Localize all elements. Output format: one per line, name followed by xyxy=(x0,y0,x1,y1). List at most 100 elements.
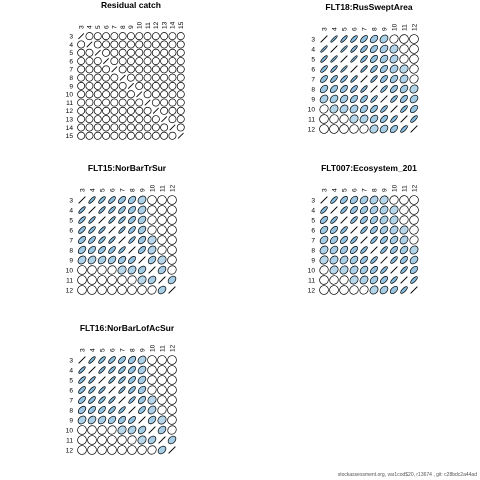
correlation-ellipse xyxy=(157,225,167,235)
correlation-ellipse xyxy=(77,425,87,435)
correlation-ellipse xyxy=(126,57,135,66)
correlation-ellipse xyxy=(85,65,94,74)
correlation-ellipse xyxy=(110,73,119,82)
correlation-ellipse xyxy=(400,95,408,103)
correlation-ellipse xyxy=(340,196,348,204)
diagonal-mark xyxy=(94,49,101,56)
diagonal-mark xyxy=(127,82,135,90)
row-tick-label: 6 xyxy=(69,227,73,234)
correlation-ellipse xyxy=(339,245,349,255)
correlation-ellipse xyxy=(168,131,177,140)
correlation-ellipse xyxy=(93,73,102,82)
correlation-ellipse xyxy=(319,114,329,124)
diagonal-mark xyxy=(177,132,184,139)
row-tick-label: 3 xyxy=(311,36,315,43)
correlation-ellipse xyxy=(98,356,106,364)
correlation-ellipse xyxy=(77,435,87,445)
correlation-ellipse xyxy=(350,236,358,244)
correlation-ellipse xyxy=(339,285,349,295)
correlation-ellipse xyxy=(319,275,329,285)
correlation-ellipse xyxy=(369,124,379,134)
correlation-ellipse xyxy=(350,85,358,93)
correlation-ellipse xyxy=(370,105,378,113)
correlation-ellipse xyxy=(168,65,177,74)
correlation-ellipse xyxy=(360,85,368,93)
correlation-ellipse xyxy=(147,405,157,415)
correlation-ellipse xyxy=(157,245,167,255)
correlation-ellipse xyxy=(78,216,86,224)
correlation-ellipse xyxy=(147,235,157,245)
correlation-ellipse xyxy=(78,376,86,384)
correlation-ellipse xyxy=(176,81,185,90)
correlation-ellipse xyxy=(147,275,157,285)
correlation-ellipse xyxy=(360,35,368,43)
correlation-ellipse xyxy=(157,255,167,265)
correlation-ellipse xyxy=(85,123,94,132)
correlation-ellipse xyxy=(319,265,329,275)
correlation-ellipse xyxy=(77,275,87,285)
column-tick-label: 5 xyxy=(99,188,106,192)
correlation-ellipse xyxy=(98,196,106,204)
correlation-ellipse xyxy=(379,64,389,74)
correlation-ellipse xyxy=(360,45,368,53)
correlation-ellipse xyxy=(339,124,349,134)
correlation-ellipse xyxy=(98,246,106,254)
correlation-ellipse xyxy=(118,106,127,115)
correlation-ellipse xyxy=(78,386,86,394)
correlation-ellipse xyxy=(339,114,349,124)
column-tick-label: 4 xyxy=(89,188,96,192)
correlation-ellipse xyxy=(108,196,116,204)
correlation-ellipse xyxy=(379,124,389,134)
column-tick-label: 3 xyxy=(78,25,85,29)
correlation-ellipse xyxy=(350,206,358,214)
correlation-ellipse xyxy=(167,395,177,405)
correlation-ellipse xyxy=(400,256,408,264)
correlation-ellipse xyxy=(369,114,379,124)
correlation-ellipse xyxy=(102,73,111,82)
correlation-ellipse xyxy=(319,124,329,134)
correlation-ellipse xyxy=(110,123,119,132)
correlation-ellipse xyxy=(389,225,399,235)
diagonal-mark xyxy=(102,57,110,65)
column-tick-label: 6 xyxy=(351,27,358,31)
column-tick-label: 7 xyxy=(119,188,126,192)
correlation-ellipse xyxy=(110,82,119,90)
correlation-ellipse xyxy=(360,95,368,103)
correlation-ellipse xyxy=(409,94,419,104)
correlation-ellipse xyxy=(151,123,160,132)
diagonal-mark xyxy=(118,236,126,244)
row-tick-label: 6 xyxy=(311,66,315,73)
correlation-ellipse xyxy=(143,65,152,74)
correlation-ellipse xyxy=(168,40,177,49)
panel-title: FLT16:NorBarLofAcSur xyxy=(80,323,175,333)
correlation-ellipse xyxy=(110,40,119,49)
correlation-ellipse xyxy=(349,285,359,295)
correlation-ellipse xyxy=(339,94,349,104)
correlation-ellipse xyxy=(98,236,106,244)
correlation-ellipse xyxy=(349,275,359,285)
correlation-ellipse xyxy=(107,265,117,275)
correlation-ellipse xyxy=(108,356,116,364)
row-tick-label: 3 xyxy=(311,197,315,204)
column-tick-label: 11 xyxy=(159,345,166,352)
correlation-ellipse xyxy=(77,415,87,425)
column-tick-label: 12 xyxy=(153,21,160,29)
diagonal-mark xyxy=(88,366,96,374)
correlation-ellipse xyxy=(128,236,136,244)
correlation-ellipse xyxy=(147,215,157,225)
column-tick-label: 8 xyxy=(371,188,378,192)
correlation-ellipse xyxy=(329,285,339,295)
correlation-ellipse xyxy=(110,106,119,115)
correlation-ellipse xyxy=(400,286,408,294)
correlation-ellipse xyxy=(85,32,94,41)
correlation-ellipse xyxy=(126,73,135,82)
correlation-ellipse xyxy=(147,255,157,265)
column-tick-label: 6 xyxy=(109,348,116,352)
correlation-ellipse xyxy=(360,256,368,264)
correlation-ellipse xyxy=(390,276,398,284)
correlation-ellipse xyxy=(339,255,349,265)
correlation-ellipse xyxy=(97,265,107,275)
correlation-ellipse xyxy=(409,74,419,84)
column-tick-label: 4 xyxy=(87,25,94,29)
correlation-ellipse xyxy=(389,44,399,54)
